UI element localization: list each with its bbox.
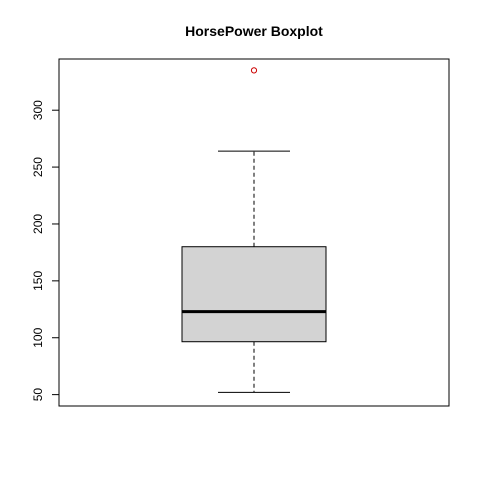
y-tick-label: 200 (31, 214, 45, 234)
box-group (181, 67, 327, 393)
y-axis: 50 100 150 200 250 300 (31, 100, 60, 402)
y-tick-label: 50 (31, 388, 45, 402)
y-tick-label: 150 (31, 271, 45, 291)
outlier-point (250, 67, 258, 74)
y-tick-label: 250 (31, 157, 45, 177)
chart-title: HorsePower Boxplot (185, 23, 323, 39)
y-tick-label: 100 (31, 327, 45, 347)
y-tick-label: 300 (31, 100, 45, 120)
interquartile-box (181, 246, 327, 343)
